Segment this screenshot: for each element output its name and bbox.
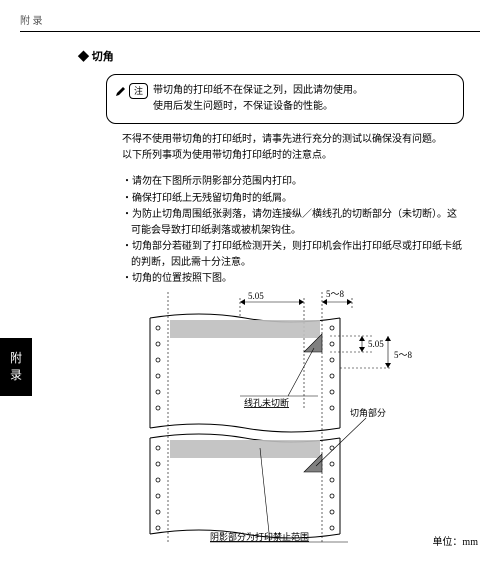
bullet-list: ・请勿在下图所示阴影部分范围内打印。 ・确保打印纸上无残留切角时的纸屑。 ・为防… bbox=[122, 174, 464, 288]
bullet-item: ・切角部分若碰到了打印纸检测开关，则打印机会作出打印纸尽或打印纸卡纸的判断，因此… bbox=[122, 239, 464, 270]
dim-top-5-8: 5～8 bbox=[326, 289, 345, 299]
diagram-svg: 5.05 5～8 5.05 5～8 线孔未切断 切角部分 阴影部分为打印禁止范围 bbox=[140, 288, 470, 548]
label-shade: 阴影部分为打印禁止范围 bbox=[210, 531, 309, 542]
header-title: 附 录 bbox=[20, 16, 43, 27]
note-badge-label: 注 bbox=[129, 83, 148, 99]
dim-top-5-05: 5.05 bbox=[248, 291, 264, 301]
dim-right-5-05: 5.05 bbox=[368, 339, 384, 349]
note-badge: 注 bbox=[115, 83, 148, 99]
side-tab-line1: 附 bbox=[10, 350, 22, 367]
intro-text: 不得不使用带切角的打印纸时，请事先进行充分的测试以确保没有问题。 以下所列事项为… bbox=[122, 132, 464, 163]
note-line2: 使用后发生问题时，不保证设备的性能。 bbox=[153, 99, 453, 115]
bullet-item: ・为防止切角周围纸张剥落，请勿连接纵／横线孔的切断部分（未切断）。这可能会导致打… bbox=[122, 207, 464, 238]
label-corner: 切角部分 bbox=[350, 407, 386, 418]
bullet-item: ・确保打印纸上无残留切角时的纸屑。 bbox=[122, 191, 464, 207]
dim-right-5-8: 5～8 bbox=[394, 350, 413, 360]
page-header: 附 录 bbox=[20, 12, 480, 32]
pencil-icon bbox=[115, 85, 127, 97]
unit-label: 单位：mm bbox=[432, 533, 478, 548]
diagram: 5.05 5～8 5.05 5～8 线孔未切断 切角部分 阴影部分为打印禁止范围 bbox=[140, 288, 470, 548]
label-hole: 线孔未切断 bbox=[244, 397, 289, 408]
intro-p2: 以下所列事项为使用带切角打印纸时的注意点。 bbox=[122, 148, 464, 164]
note-line1: 带切角的打印纸不在保证之列，因此请勿使用。 bbox=[153, 83, 453, 99]
header-rule bbox=[20, 31, 480, 32]
side-tab-line2: 录 bbox=[10, 367, 22, 384]
note-box: 注 带切角的打印纸不在保证之列，因此请勿使用。 使用后发生问题时，不保证设备的性… bbox=[106, 74, 464, 124]
bullet-item: ・切角的位置按照下图。 bbox=[122, 271, 464, 287]
side-tab: 附 录 bbox=[0, 338, 32, 396]
section-title: ◆ 切角 bbox=[78, 48, 114, 64]
intro-p1: 不得不使用带切角的打印纸时，请事先进行充分的测试以确保没有问题。 bbox=[122, 132, 464, 148]
bullet-item: ・请勿在下图所示阴影部分范围内打印。 bbox=[122, 174, 464, 190]
